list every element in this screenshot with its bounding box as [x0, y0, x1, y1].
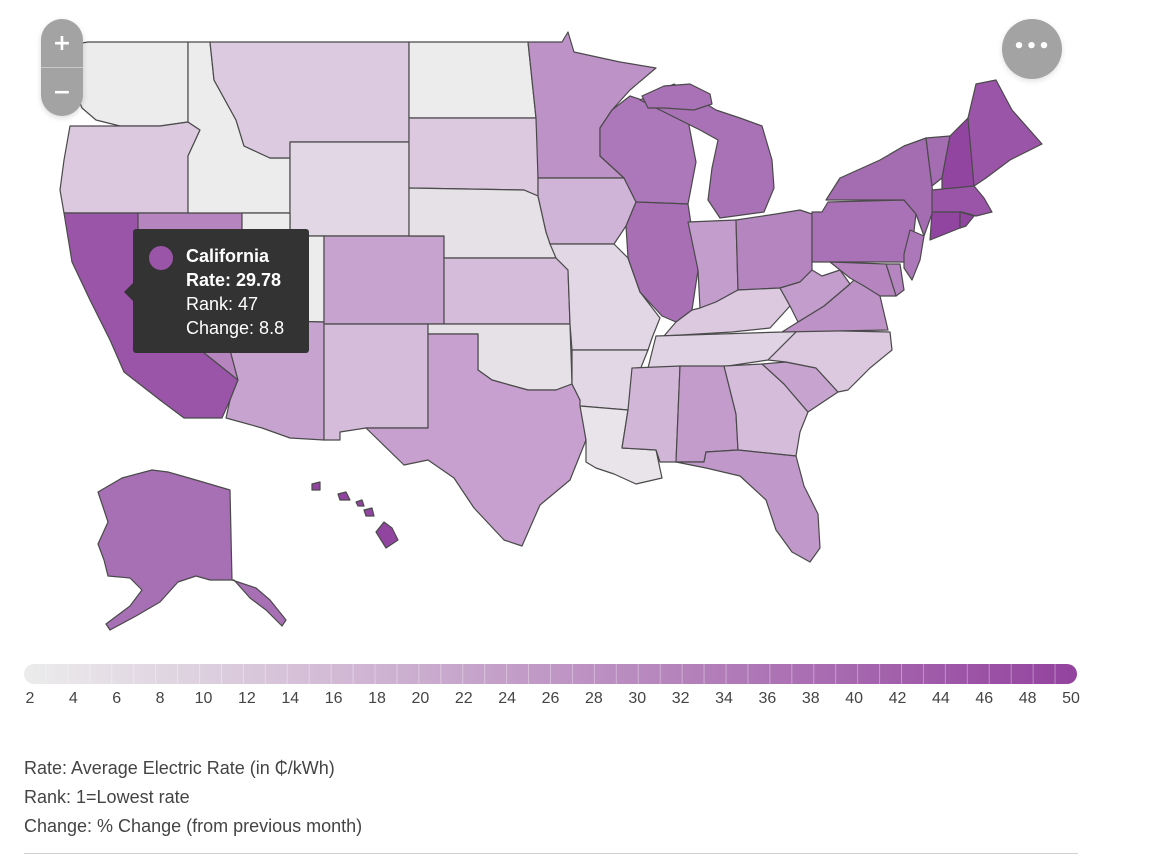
note-rate: Rate: Average Electric Rate (in ₵/kWh)	[24, 758, 335, 778]
legend-tick-28: 28	[584, 690, 603, 707]
zoom-controls: + −	[41, 19, 83, 116]
state-hawaii[interactable]	[311, 481, 399, 549]
legend-notes: Rate: Average Electric Rate (in ₵/kWh) R…	[24, 754, 362, 841]
state-west-virginia[interactable]	[779, 269, 851, 323]
legend-tick-40: 40	[845, 690, 864, 707]
legend-tick-10: 10	[194, 690, 213, 707]
state-florida[interactable]	[675, 449, 821, 563]
tooltip-state-name: California	[186, 246, 270, 266]
state-wyoming[interactable]	[289, 141, 410, 237]
legend-tick-12: 12	[237, 690, 256, 707]
state-south-dakota[interactable]	[408, 117, 539, 197]
context-menu-button[interactable]: •••	[1002, 19, 1062, 79]
legend-tick-2: 2	[25, 690, 35, 707]
state-new-jersey[interactable]	[903, 229, 925, 281]
state-kansas[interactable]	[443, 257, 571, 325]
tooltip-change: Change: 8.8	[186, 318, 285, 338]
state-north-carolina[interactable]	[767, 329, 893, 393]
state-new-mexico[interactable]	[323, 323, 429, 441]
state-washington[interactable]	[71, 41, 189, 127]
legend-tick-16: 16	[324, 690, 343, 707]
state-iowa[interactable]	[537, 177, 637, 245]
legend-tick-14: 14	[281, 690, 300, 707]
legend-tick-24: 24	[498, 690, 517, 707]
legend-tick-20: 20	[411, 690, 430, 707]
legend-tick-26: 26	[541, 690, 560, 707]
legend-tick-44: 44	[931, 690, 950, 707]
state-missouri[interactable]	[549, 243, 661, 351]
color-scale-legend	[24, 664, 1077, 684]
state-alaska[interactable]	[97, 469, 287, 631]
state-oregon[interactable]	[59, 121, 201, 214]
state-colorado[interactable]	[323, 235, 445, 325]
legend-tick-36: 36	[758, 690, 777, 707]
zoom-out-button[interactable]: −	[52, 79, 72, 105]
state-ohio[interactable]	[735, 209, 813, 291]
note-rank: Rank: 1=Lowest rate	[24, 787, 190, 807]
state-tooltip: California Rate: 29.78 Rank: 47 Change: …	[124, 229, 309, 353]
bottom-divider	[24, 853, 1078, 854]
legend-tick-labels: 2 4 6 8 10 12 14 16 18 20 22 24 26 28 30 32 34 36 38 40 42 44…	[0, 690, 1156, 714]
tooltip-rate: Rate: 29.78	[186, 270, 282, 290]
legend-tick-34: 34	[715, 690, 733, 707]
legend-tick-8: 8	[155, 690, 165, 707]
note-change: Change: % Change (from previous month)	[24, 816, 363, 836]
state-connecticut[interactable]	[929, 211, 961, 241]
state-rhode-island[interactable]	[959, 211, 975, 229]
legend-tick-6: 6	[112, 690, 122, 707]
legend-tick-42: 42	[888, 690, 907, 707]
legend-tick-4: 4	[68, 690, 78, 707]
state-pennsylvania[interactable]	[811, 199, 917, 263]
legend-tick-50: 50	[1062, 690, 1080, 707]
state-maryland[interactable]	[829, 261, 897, 297]
zoom-in-button[interactable]: +	[52, 30, 72, 56]
tooltip-rank: Rank: 47	[186, 294, 259, 314]
state-maine[interactable]	[967, 79, 1043, 187]
zoom-divider	[41, 67, 83, 68]
legend-tick-32: 32	[671, 690, 690, 707]
state-texas[interactable]	[365, 333, 587, 547]
legend-tick-18: 18	[368, 690, 386, 707]
tooltip-color-dot	[149, 246, 173, 270]
state-north-dakota[interactable]	[408, 41, 537, 119]
state-michigan[interactable]	[639, 83, 775, 219]
legend-tick-46: 46	[975, 690, 994, 707]
state-mississippi[interactable]	[621, 365, 681, 463]
legend-tick-38: 38	[801, 690, 820, 707]
legend-tick-48: 48	[1018, 690, 1037, 707]
more-icon: •••	[1013, 35, 1051, 57]
legend-tick-22: 22	[454, 690, 473, 707]
legend-tick-30: 30	[628, 690, 647, 707]
